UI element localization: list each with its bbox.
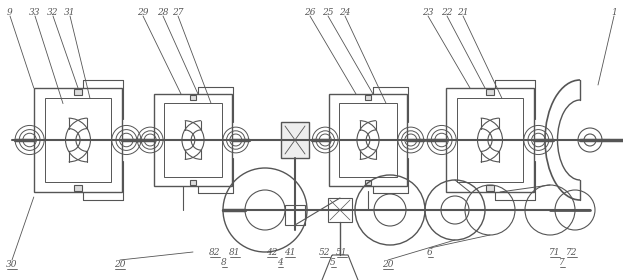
Bar <box>285 205 305 225</box>
Text: 20: 20 <box>114 260 126 269</box>
Text: 6: 6 <box>427 248 433 257</box>
Bar <box>339 103 397 177</box>
Text: 9: 9 <box>7 8 13 17</box>
Text: 20: 20 <box>383 260 394 269</box>
Text: 1: 1 <box>611 8 617 17</box>
Text: 26: 26 <box>304 8 316 17</box>
Text: 30: 30 <box>6 260 17 269</box>
Text: 25: 25 <box>322 8 334 17</box>
Text: 24: 24 <box>340 8 351 17</box>
Text: 52: 52 <box>319 248 331 257</box>
Bar <box>74 89 82 95</box>
Bar <box>446 88 534 192</box>
Text: 8: 8 <box>221 258 227 267</box>
Text: 23: 23 <box>422 8 434 17</box>
Text: 27: 27 <box>172 8 184 17</box>
Bar <box>45 98 111 182</box>
Bar <box>487 185 493 191</box>
Bar <box>365 179 371 185</box>
Bar <box>457 98 523 182</box>
Text: 42: 42 <box>266 248 278 257</box>
Text: 7: 7 <box>559 258 565 267</box>
Text: 72: 72 <box>566 248 578 257</box>
Bar <box>190 179 196 185</box>
Text: 51: 51 <box>336 248 348 257</box>
Text: 41: 41 <box>284 248 296 257</box>
Text: 22: 22 <box>441 8 453 17</box>
Text: 21: 21 <box>457 8 468 17</box>
Text: 28: 28 <box>157 8 169 17</box>
Text: 32: 32 <box>47 8 59 17</box>
Bar <box>34 88 122 192</box>
Bar <box>190 95 196 101</box>
Text: 31: 31 <box>64 8 76 17</box>
Text: 4: 4 <box>277 258 283 267</box>
Bar <box>281 122 309 158</box>
Bar <box>328 198 352 222</box>
Bar <box>74 185 82 191</box>
Text: 29: 29 <box>137 8 149 17</box>
Bar <box>329 94 407 186</box>
Text: 71: 71 <box>549 248 561 257</box>
Text: 33: 33 <box>29 8 40 17</box>
Bar <box>154 94 232 186</box>
Bar <box>164 103 222 177</box>
Text: 81: 81 <box>229 248 240 257</box>
Bar <box>365 95 371 101</box>
Text: 5: 5 <box>330 258 336 267</box>
Text: 82: 82 <box>209 248 221 257</box>
Bar <box>487 89 493 95</box>
